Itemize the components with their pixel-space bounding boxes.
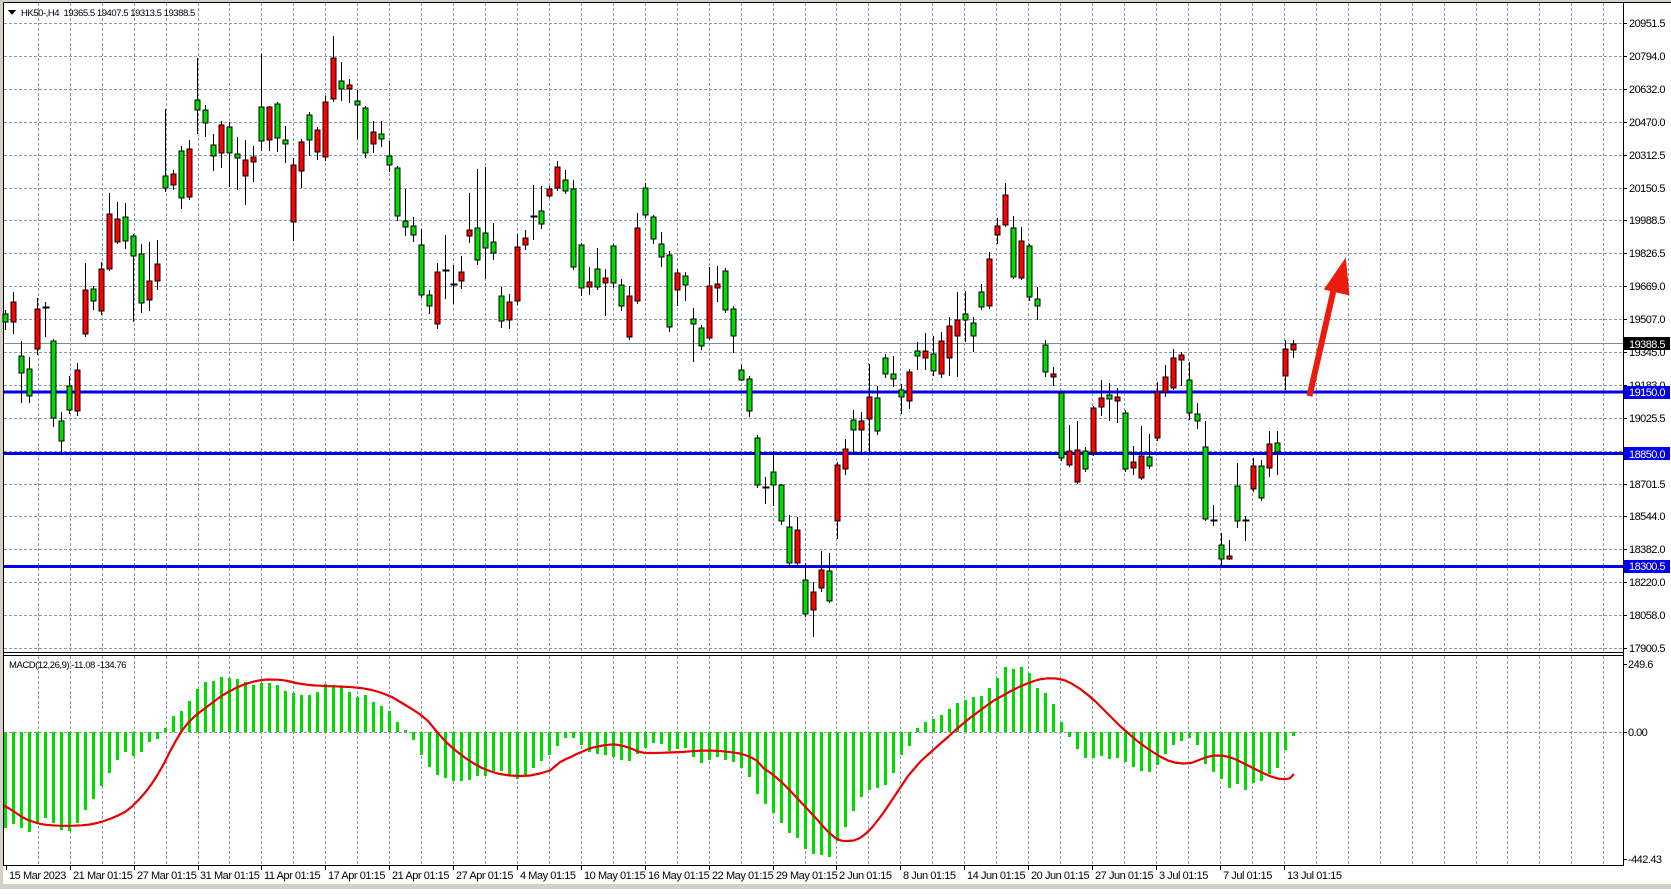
svg-text:7 Jul 01:15: 7 Jul 01:15 bbox=[1223, 870, 1272, 882]
svg-text:4 May 01:15: 4 May 01:15 bbox=[520, 870, 576, 882]
svg-text:18382.0: 18382.0 bbox=[1629, 544, 1665, 556]
svg-text:18220.0: 18220.0 bbox=[1629, 577, 1665, 589]
svg-text:19150.0: 19150.0 bbox=[1629, 387, 1665, 399]
svg-text:20150.5: 20150.5 bbox=[1629, 183, 1665, 195]
svg-text:11 Apr 01:15: 11 Apr 01:15 bbox=[264, 870, 321, 882]
svg-text:18850.0: 18850.0 bbox=[1629, 449, 1665, 461]
svg-text:21 Mar 01:15: 21 Mar 01:15 bbox=[73, 870, 133, 882]
svg-text:14 Jun 01:15: 14 Jun 01:15 bbox=[967, 870, 1026, 882]
svg-text:27 Mar 01:15: 27 Mar 01:15 bbox=[137, 870, 197, 882]
svg-text:249.6: 249.6 bbox=[1628, 659, 1653, 671]
svg-text:20794.0: 20794.0 bbox=[1629, 51, 1665, 63]
svg-text:31 Mar 01:15: 31 Mar 01:15 bbox=[200, 870, 260, 882]
svg-text:20 Jun 01:15: 20 Jun 01:15 bbox=[1031, 870, 1090, 882]
svg-text:20312.5: 20312.5 bbox=[1629, 150, 1665, 162]
svg-text:20632.0: 20632.0 bbox=[1629, 84, 1665, 96]
svg-text:20470.0: 20470.0 bbox=[1629, 117, 1665, 129]
svg-text:18544.0: 18544.0 bbox=[1629, 511, 1665, 523]
svg-text:17900.5: 17900.5 bbox=[1629, 643, 1665, 655]
svg-text:MACD(12,26,9) -11.08 -134.76: MACD(12,26,9) -11.08 -134.76 bbox=[9, 660, 126, 671]
svg-text:16 May 01:15: 16 May 01:15 bbox=[648, 870, 710, 882]
svg-text:29 May 01:15: 29 May 01:15 bbox=[776, 870, 838, 882]
svg-text:10 May 01:15: 10 May 01:15 bbox=[584, 870, 646, 882]
svg-text:18701.5: 18701.5 bbox=[1629, 479, 1665, 491]
svg-text:22 May 01:15: 22 May 01:15 bbox=[712, 870, 774, 882]
svg-text:20951.5: 20951.5 bbox=[1629, 18, 1665, 30]
svg-text:19507.0: 19507.0 bbox=[1629, 314, 1665, 326]
svg-text:19826.5: 19826.5 bbox=[1629, 248, 1665, 260]
svg-text:-442.43: -442.43 bbox=[1628, 854, 1662, 866]
svg-text:8 Jun 01:15: 8 Jun 01:15 bbox=[903, 870, 956, 882]
svg-text:19025.5: 19025.5 bbox=[1629, 413, 1665, 425]
svg-text:17 Apr 01:15: 17 Apr 01:15 bbox=[328, 870, 385, 882]
svg-text:19388.5: 19388.5 bbox=[1629, 339, 1665, 351]
svg-text:HK50-,H4 19365.5 19407.5 1931: HK50-,H4 19365.5 19407.5 19313.5 19388.5 bbox=[21, 8, 195, 19]
svg-text:0.00: 0.00 bbox=[1628, 727, 1648, 739]
svg-text:18300.5: 18300.5 bbox=[1629, 561, 1665, 573]
svg-text:13 Jul 01:15: 13 Jul 01:15 bbox=[1287, 870, 1342, 882]
svg-text:21 Apr 01:15: 21 Apr 01:15 bbox=[392, 870, 449, 882]
svg-text:27 Apr 01:15: 27 Apr 01:15 bbox=[456, 870, 513, 882]
svg-text:2 Jun 01:15: 2 Jun 01:15 bbox=[839, 870, 892, 882]
svg-text:18058.0: 18058.0 bbox=[1629, 610, 1665, 622]
svg-text:15 Mar 2023: 15 Mar 2023 bbox=[9, 870, 66, 882]
svg-text:19988.5: 19988.5 bbox=[1629, 215, 1665, 227]
svg-text:27 Jun 01:15: 27 Jun 01:15 bbox=[1095, 870, 1154, 882]
svg-text:3 Jul 01:15: 3 Jul 01:15 bbox=[1159, 870, 1208, 882]
svg-text:19669.0: 19669.0 bbox=[1629, 281, 1665, 293]
